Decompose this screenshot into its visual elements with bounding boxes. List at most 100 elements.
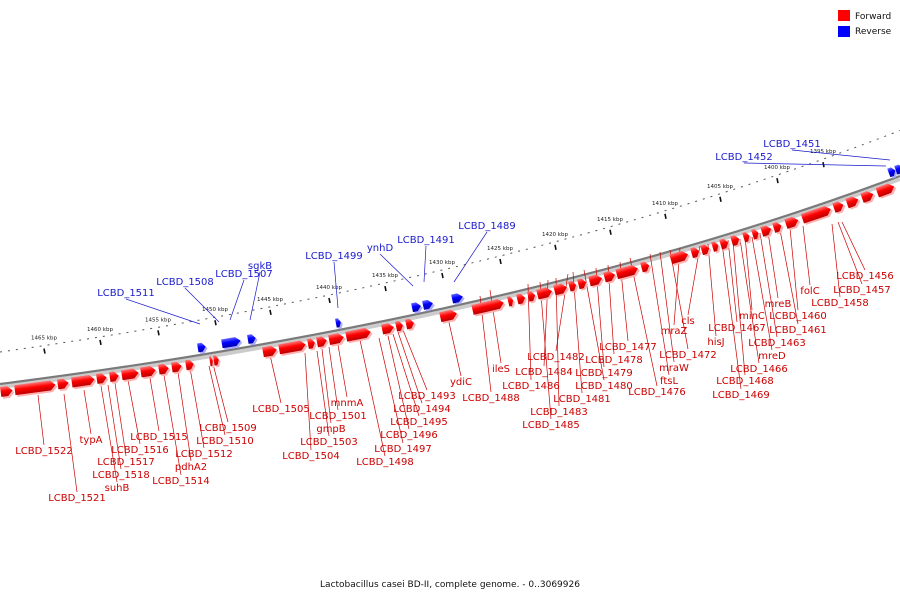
gene-label-lcbd-1483[interactable]: LCBD_1483 xyxy=(530,407,588,418)
forward-gene[interactable] xyxy=(278,339,308,356)
forward-gene[interactable] xyxy=(588,273,605,288)
gene-label-lcbd-1457[interactable]: LCBD_1457 xyxy=(833,285,891,296)
forward-gene[interactable] xyxy=(577,277,589,291)
gene-label-suhb[interactable]: suhB xyxy=(105,483,130,494)
gene-label-minc[interactable]: minC xyxy=(739,311,765,322)
gene-label-lcbd-1479[interactable]: LCBD_1479 xyxy=(575,368,633,379)
gene-label-lcbd-1493[interactable]: LCBD_1493 xyxy=(398,391,456,402)
gene-label-lcbd-1486[interactable]: LCBD_1486 xyxy=(502,381,560,392)
gene-label-lcbd-1466[interactable]: LCBD_1466 xyxy=(730,364,788,375)
gene-label-typa[interactable]: typA xyxy=(79,435,102,446)
gene-label-lcbd-1507[interactable]: LCBD_1507 xyxy=(215,269,273,280)
forward-gene[interactable] xyxy=(875,181,898,199)
gene-label-iles[interactable]: ileS xyxy=(492,364,510,375)
forward-gene[interactable] xyxy=(568,280,579,294)
forward-gene[interactable] xyxy=(711,240,722,254)
forward-gene[interactable] xyxy=(860,189,877,205)
forward-gene[interactable] xyxy=(471,298,506,317)
gene-label-folc[interactable]: folC xyxy=(800,286,819,297)
gene-label-mreb[interactable]: mreB xyxy=(765,299,792,310)
forward-gene[interactable] xyxy=(800,204,835,225)
forward-gene[interactable] xyxy=(171,361,184,375)
forward-gene[interactable] xyxy=(553,282,570,297)
gene-label-lcbd-1494[interactable]: LCBD_1494 xyxy=(393,404,451,415)
forward-gene[interactable] xyxy=(845,194,862,210)
forward-gene[interactable] xyxy=(395,320,406,334)
gene-label-lcbd-1476[interactable]: LCBD_1476 xyxy=(628,387,686,398)
forward-gene[interactable] xyxy=(603,270,618,285)
gene-label-lcbd-1482[interactable]: LCBD_1482 xyxy=(527,352,585,363)
gene-label-lcbd-1518[interactable]: LCBD_1518 xyxy=(92,470,150,481)
forward-gene[interactable] xyxy=(760,224,775,239)
reverse-gene[interactable] xyxy=(411,301,424,314)
forward-gene[interactable] xyxy=(209,356,215,369)
gene-label-lcbd-1458[interactable]: LCBD_1458 xyxy=(811,298,869,309)
forward-gene[interactable] xyxy=(730,234,743,248)
forward-gene[interactable] xyxy=(507,295,516,309)
gene-label-lcbd-1497[interactable]: LCBD_1497 xyxy=(374,444,432,455)
gene-label-lcbd-1478[interactable]: LCBD_1478 xyxy=(585,355,643,366)
reverse-gene[interactable] xyxy=(451,292,466,306)
reverse-gene[interactable] xyxy=(197,342,208,355)
forward-gene[interactable] xyxy=(14,380,58,397)
gene-label-cls[interactable]: cls xyxy=(681,316,695,327)
gene-label-lcbd-1496[interactable]: LCBD_1496 xyxy=(380,430,438,441)
gene-label-lcbd-1510[interactable]: LCBD_1510 xyxy=(196,436,254,447)
gene-label-lcbd-1477[interactable]: LCBD_1477 xyxy=(599,342,657,353)
forward-gene[interactable] xyxy=(345,327,373,344)
gene-label-lcbd-1452[interactable]: LCBD_1452 xyxy=(715,152,773,163)
gene-label-lcbd-1521[interactable]: LCBD_1521 xyxy=(48,493,106,504)
forward-gene[interactable] xyxy=(516,292,528,306)
gene-label-lcbd-1481[interactable]: LCBD_1481 xyxy=(553,394,611,405)
forward-gene[interactable] xyxy=(316,335,330,349)
gene-label-lcbd-1463[interactable]: LCBD_1463 xyxy=(748,338,806,349)
gene-label-ydic[interactable]: ydiC xyxy=(450,377,472,388)
forward-gene[interactable] xyxy=(328,332,346,347)
gene-label-lcbd-1499[interactable]: LCBD_1499 xyxy=(305,251,363,262)
reverse-gene[interactable] xyxy=(422,299,436,312)
forward-gene[interactable] xyxy=(640,260,652,274)
forward-gene[interactable] xyxy=(109,371,121,384)
gene-label-lcbd-1516[interactable]: LCBD_1516 xyxy=(111,445,169,456)
gene-label-lcbd-1469[interactable]: LCBD_1469 xyxy=(712,390,770,401)
gene-label-gmpb[interactable]: gmpB xyxy=(316,424,345,435)
forward-gene[interactable] xyxy=(307,338,318,351)
forward-gene[interactable] xyxy=(96,372,109,386)
reverse-gene[interactable] xyxy=(335,318,343,330)
gene-label-ftsl[interactable]: ftsL xyxy=(660,376,678,387)
gene-label-mnma[interactable]: mnmA xyxy=(331,398,364,409)
gene-label-lcbd-1488[interactable]: LCBD_1488 xyxy=(462,393,520,404)
gene-label-lcbd-1495[interactable]: LCBD_1495 xyxy=(390,417,448,428)
gene-label-lcbd-1515[interactable]: LCBD_1515 xyxy=(130,432,188,443)
gene-label-lcbd-1451[interactable]: LCBD_1451 xyxy=(763,139,821,150)
forward-gene[interactable] xyxy=(57,378,71,392)
gene-label-lcbd-1514[interactable]: LCBD_1514 xyxy=(152,476,210,487)
forward-gene[interactable] xyxy=(700,243,713,257)
gene-label-lcbd-1468[interactable]: LCBD_1468 xyxy=(716,376,774,387)
forward-gene[interactable] xyxy=(405,318,417,332)
gene-label-lcbd-1504[interactable]: LCBD_1504 xyxy=(282,451,340,462)
forward-gene[interactable] xyxy=(185,359,196,372)
gene-label-lcbd-1511[interactable]: LCBD_1511 xyxy=(97,288,155,299)
forward-gene[interactable] xyxy=(719,237,732,251)
gene-label-lcbd-1522[interactable]: LCBD_1522 xyxy=(15,446,73,457)
forward-gene[interactable] xyxy=(690,246,702,260)
forward-gene[interactable] xyxy=(121,368,141,383)
gene-label-lcbd-1498[interactable]: LCBD_1498 xyxy=(356,457,414,468)
gene-label-lcbd-1480[interactable]: LCBD_1480 xyxy=(575,381,633,392)
gene-label-lcbd-1461[interactable]: LCBD_1461 xyxy=(769,325,827,336)
gene-label-pdha2[interactable]: pdhA2 xyxy=(175,462,207,473)
gene-label-hisj[interactable]: hisJ xyxy=(707,337,724,348)
forward-gene[interactable] xyxy=(751,228,762,242)
gene-label-ynhd[interactable]: ynhD xyxy=(367,243,394,254)
gene-label-lcbd-1501[interactable]: LCBD_1501 xyxy=(309,411,367,422)
reverse-gene[interactable] xyxy=(247,333,258,346)
forward-gene[interactable] xyxy=(158,363,171,377)
forward-gene[interactable] xyxy=(615,263,641,281)
gene-label-lcbd-1489[interactable]: LCBD_1489 xyxy=(458,221,516,232)
forward-gene[interactable] xyxy=(536,286,555,302)
forward-gene[interactable] xyxy=(262,345,279,360)
forward-gene[interactable] xyxy=(381,322,397,337)
gene-label-lcbd-1485[interactable]: LCBD_1485 xyxy=(522,420,580,431)
forward-gene[interactable] xyxy=(784,215,802,231)
